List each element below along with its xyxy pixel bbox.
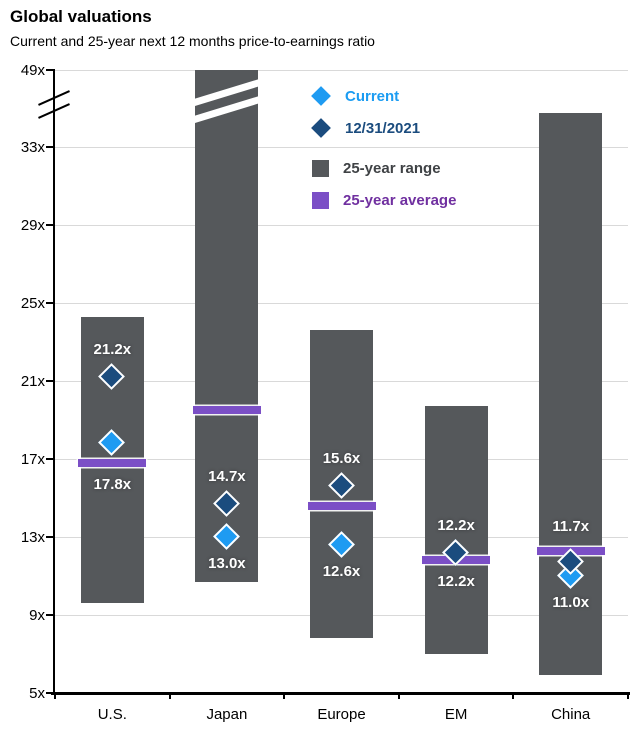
- gridline-49x: [55, 69, 628, 71]
- x-tick-mark: [627, 693, 629, 699]
- value-label-dec2021-Japan: 14.7x: [208, 467, 246, 485]
- y-axis-label-17x: 17x: [20, 451, 45, 468]
- legend-average-square-icon: [312, 191, 329, 209]
- chart-title: Global valuations: [10, 7, 152, 26]
- y-axis-label-9x: 9x: [29, 607, 45, 624]
- y-axis-label-21x: 21x: [20, 373, 45, 390]
- legend-current-diamond-icon: [311, 86, 331, 106]
- legend-label-range: 25-year range: [343, 159, 441, 177]
- legend-item-average: 25-year average: [312, 188, 456, 212]
- value-label-dec2021-EM: 12.2x: [437, 516, 475, 534]
- x-axis-line: [51, 691, 630, 695]
- legend-label-current: Current: [345, 87, 400, 105]
- y-tick-mark-13x: [46, 536, 55, 538]
- legend-range-square-icon: [312, 159, 329, 177]
- y-axis-label-29x: 29x: [20, 217, 45, 234]
- range-bar-EM: [424, 406, 488, 654]
- average-marker-Japan: [192, 406, 261, 415]
- x-tick-mark: [54, 693, 56, 699]
- value-label-dec2021-U.S.: 21.2x: [93, 341, 132, 359]
- range-bar-China: [539, 112, 603, 676]
- plot-area: 49x 33x 29x 25x 21x 17x 13x 9x 5x 21.2x 17.8x U.S. 1…: [21, 62, 630, 723]
- gridline-33x: [55, 146, 628, 148]
- x-axis-label-U.S.: U.S.: [97, 706, 127, 723]
- value-label-dec2021-Europe: 15.6x: [322, 450, 361, 468]
- average-marker-Europe: [307, 501, 376, 510]
- legend: Current 12/31/2021 25-year range 25-year av…: [311, 82, 512, 222]
- gridline-25x: [55, 302, 628, 304]
- y-tick-mark-21x: [46, 380, 55, 382]
- legend-item-dec2021: 12/31/2021: [311, 116, 421, 140]
- legend-label-average: 25-year average: [343, 191, 457, 209]
- y-axis-label-49x: 49x: [20, 62, 45, 79]
- x-tick-mark: [283, 693, 286, 699]
- legend-item-range: 25-year range: [312, 156, 441, 180]
- y-axis-label-25x: 25x: [20, 295, 45, 312]
- x-axis-label-Europe: Europe: [317, 706, 366, 723]
- legend-label-dec2021: 12/31/2021: [345, 119, 421, 137]
- y-tick-mark-33x: [46, 146, 55, 148]
- y-axis-line: [53, 70, 55, 695]
- value-label-current-Japan: 13.0x: [208, 555, 246, 572]
- y-tick-mark-49x: [46, 69, 55, 71]
- value-label-current-China: 11.0x: [552, 594, 590, 611]
- y-tick-mark-17x: [46, 458, 55, 460]
- y-tick-mark-29x: [46, 224, 55, 226]
- y-tick-mark-5x: [46, 692, 55, 694]
- value-label-current-Europe: 12.6x: [322, 562, 361, 580]
- y-tick-mark-9x: [46, 614, 55, 616]
- chart-subtitle: Current and 25-year next 12 months price…: [10, 33, 375, 49]
- legend-item-current: Current: [311, 84, 400, 108]
- y-axis-label-13x: 13x: [20, 529, 45, 546]
- value-label-dec2021-China: 11.7x: [552, 517, 590, 535]
- y-axis-label-33x: 33x: [20, 139, 45, 156]
- y-axis-label-5x: 5x: [29, 685, 45, 702]
- average-marker-U.S.: [78, 458, 147, 467]
- value-label-current-U.S.: 17.8x: [93, 475, 132, 493]
- x-axis-label-Japan: Japan: [206, 706, 248, 723]
- legend-dec2021-diamond-icon: [311, 118, 331, 138]
- x-axis-label-China: China: [551, 706, 591, 723]
- gridline-29x: [55, 224, 628, 226]
- x-tick-mark: [397, 693, 400, 699]
- x-axis-label-EM: EM: [444, 706, 468, 723]
- x-tick-mark: [168, 693, 171, 699]
- x-tick-mark: [512, 693, 515, 699]
- y-tick-mark-25x: [46, 302, 55, 304]
- value-label-current-EM: 12.2x: [437, 573, 475, 591]
